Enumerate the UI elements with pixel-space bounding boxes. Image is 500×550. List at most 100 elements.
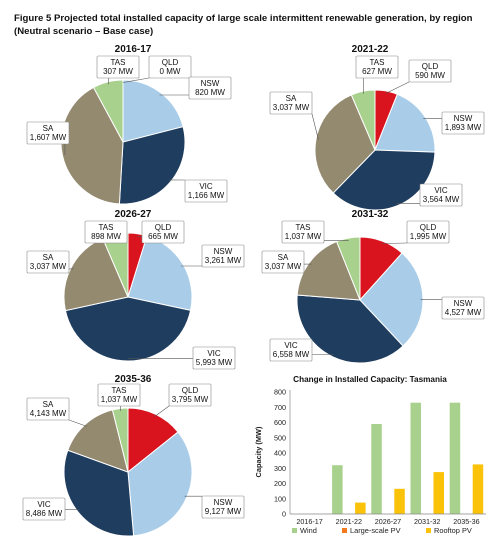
- region-value-label: 898 MW: [91, 232, 121, 241]
- label-box: [201, 244, 245, 268]
- region-label: VIC: [37, 500, 51, 509]
- pie-slice-vic: [64, 296, 192, 362]
- region-label: TAS: [296, 223, 311, 232]
- label-box: [188, 76, 232, 100]
- y-tick-label: 300: [274, 464, 286, 473]
- y-tick-label: 500: [274, 433, 286, 442]
- pie-slice-qld: [127, 407, 179, 474]
- bar-wind: [371, 424, 382, 514]
- region-value-label: 590 MW: [415, 71, 445, 80]
- region-value-label: 3,795 MW: [172, 395, 209, 404]
- label-box: [26, 250, 70, 274]
- label-box: [406, 220, 450, 244]
- bar-rooftop-pv: [433, 472, 444, 514]
- region-value-label: 4,143 MW: [30, 409, 67, 418]
- region-value-label: 3,037 MW: [265, 262, 302, 271]
- label-box: [281, 220, 325, 244]
- pie-slices: [296, 236, 424, 364]
- bar-wind: [449, 402, 461, 514]
- region-label: QLD: [162, 58, 179, 67]
- region-label: NSW: [214, 498, 233, 507]
- label-box: [269, 338, 313, 362]
- region-value-label: 9,127 MW: [205, 507, 242, 516]
- x-ticks: 2016-17 2021-22 2026-27 2031-32 2035-36: [296, 517, 479, 526]
- region-label: SA: [43, 400, 54, 409]
- y-tick-label: 600: [274, 418, 286, 427]
- region-value-label: 1,995 MW: [410, 232, 447, 241]
- pie-slice-vic: [63, 449, 135, 537]
- region-label: TAS: [370, 58, 385, 67]
- region-value-label: 4,527 MW: [445, 308, 482, 317]
- label-box: [192, 346, 236, 370]
- bar-rooftop-pv: [394, 488, 405, 514]
- bars: [332, 402, 484, 514]
- pie-slices: [63, 232, 193, 362]
- label-box: [141, 220, 185, 244]
- region-label: QLD: [155, 223, 172, 232]
- pie-title: 2016-17: [115, 44, 152, 55]
- region-label: QLD: [422, 62, 439, 71]
- x-tick-label: 2031-32: [414, 517, 440, 526]
- pie-slices: [63, 407, 193, 537]
- region-value-label: 820 MW: [195, 88, 225, 97]
- pie-slices: [314, 89, 436, 211]
- pie-slice-nsw: [122, 79, 184, 143]
- legend-item-label: Wind: [300, 526, 317, 535]
- region-label: NSW: [214, 247, 233, 256]
- bar-chart-title: Change in Installed Capacity: Tasmania: [293, 375, 447, 384]
- pie-title: 2026-27: [115, 209, 152, 220]
- label-box: [201, 495, 245, 519]
- label-leader-line: [154, 405, 170, 417]
- bar-rooftop-pv: [472, 464, 484, 514]
- pie-slice-vic: [332, 149, 436, 211]
- region-label: VIC: [434, 186, 448, 195]
- label-leader-line: [381, 242, 408, 244]
- x-tick-label: 2035-36: [453, 517, 479, 526]
- figure-title-line2: (Neutral scenario – Base case): [14, 26, 154, 37]
- pie-slice-sa: [60, 86, 124, 205]
- legend-item-label: Rooftop PV: [434, 526, 472, 535]
- region-label: NSW: [201, 79, 220, 88]
- pie-slices: [60, 79, 186, 205]
- y-tick-label: 100: [274, 494, 286, 503]
- region-label: VIC: [199, 182, 213, 191]
- label-box: [96, 55, 140, 79]
- pie-slice-tas: [111, 407, 129, 473]
- label-box: [26, 397, 70, 421]
- label-leader-line: [311, 113, 319, 140]
- region-value-label: 0 MW: [160, 67, 181, 76]
- label-box: [148, 55, 192, 79]
- label-box: [184, 179, 228, 203]
- bar-wind: [410, 402, 421, 514]
- region-value-label: 1,607 MW: [30, 133, 67, 142]
- region-label: TAS: [99, 223, 114, 232]
- region-value-label: 627 MW: [362, 67, 392, 76]
- bar-chart-tasmania: Change in Installed Capacity: Tasmania C…: [254, 375, 486, 535]
- pie-title: 2021-22: [352, 44, 389, 55]
- region-label: NSW: [454, 114, 473, 123]
- legend-swatch: [292, 528, 297, 533]
- pie-slice-nsw: [374, 93, 436, 153]
- region-value-label: 3,261 MW: [205, 256, 242, 265]
- y-tick-label: 0: [282, 510, 286, 519]
- legend: Wind Large-scale PV Rooftop PV: [292, 526, 472, 535]
- bar-wind: [332, 465, 343, 514]
- label-leader-line: [68, 419, 87, 427]
- pie-slice-nsw: [127, 431, 193, 537]
- y-tick-label: 200: [274, 479, 286, 488]
- pie-slice-sa: [314, 94, 376, 194]
- label-box: [97, 383, 141, 407]
- label-box: [26, 121, 70, 145]
- bar-rooftop-pv: [355, 502, 366, 514]
- pie-slice-tas: [92, 79, 124, 143]
- x-tick-label: 2026-27: [375, 517, 401, 526]
- region-label: QLD: [420, 223, 437, 232]
- region-value-label: 5,993 MW: [196, 358, 233, 367]
- region-value-label: 6,558 MW: [273, 350, 310, 359]
- label-leader-line: [385, 81, 410, 94]
- y-tick-label: 400: [274, 449, 286, 458]
